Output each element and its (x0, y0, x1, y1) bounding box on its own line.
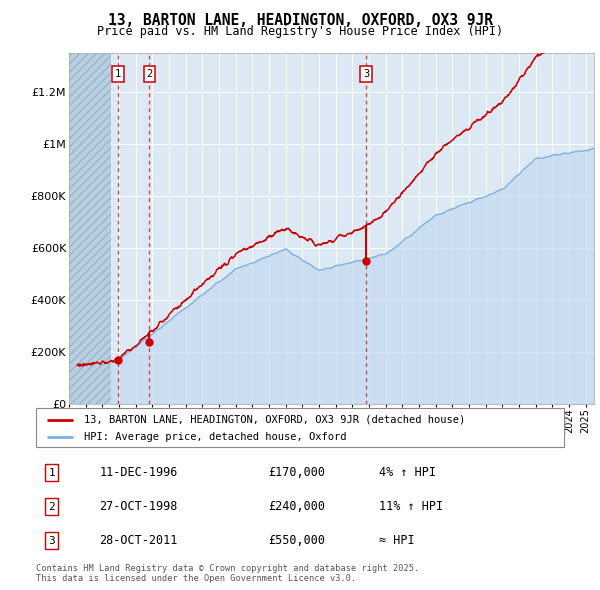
Text: £240,000: £240,000 (268, 500, 325, 513)
Text: 13, BARTON LANE, HEADINGTON, OXFORD, OX3 9JR: 13, BARTON LANE, HEADINGTON, OXFORD, OX3… (107, 13, 493, 28)
Text: Price paid vs. HM Land Registry's House Price Index (HPI): Price paid vs. HM Land Registry's House … (97, 25, 503, 38)
FancyBboxPatch shape (36, 408, 564, 447)
Text: £550,000: £550,000 (268, 534, 325, 547)
Text: HPI: Average price, detached house, Oxford: HPI: Average price, detached house, Oxfo… (83, 432, 346, 442)
Text: 11% ↑ HPI: 11% ↑ HPI (379, 500, 443, 513)
Text: 4% ↑ HPI: 4% ↑ HPI (379, 466, 436, 479)
Text: Contains HM Land Registry data © Crown copyright and database right 2025.
This d: Contains HM Land Registry data © Crown c… (36, 563, 419, 583)
Text: 2: 2 (146, 69, 152, 79)
Text: 1: 1 (115, 69, 121, 79)
Text: 2: 2 (49, 502, 55, 512)
Bar (69, 53, 110, 404)
Text: 11-DEC-1996: 11-DEC-1996 (100, 466, 178, 479)
Text: 27-OCT-1998: 27-OCT-1998 (100, 500, 178, 513)
Text: 3: 3 (49, 536, 55, 546)
Text: 3: 3 (363, 69, 369, 79)
Text: 1: 1 (49, 468, 55, 477)
Text: 28-OCT-2011: 28-OCT-2011 (100, 534, 178, 547)
Text: 13, BARTON LANE, HEADINGTON, OXFORD, OX3 9JR (detached house): 13, BARTON LANE, HEADINGTON, OXFORD, OX3… (83, 415, 465, 425)
Text: ≈ HPI: ≈ HPI (379, 534, 415, 547)
Text: £170,000: £170,000 (268, 466, 325, 479)
